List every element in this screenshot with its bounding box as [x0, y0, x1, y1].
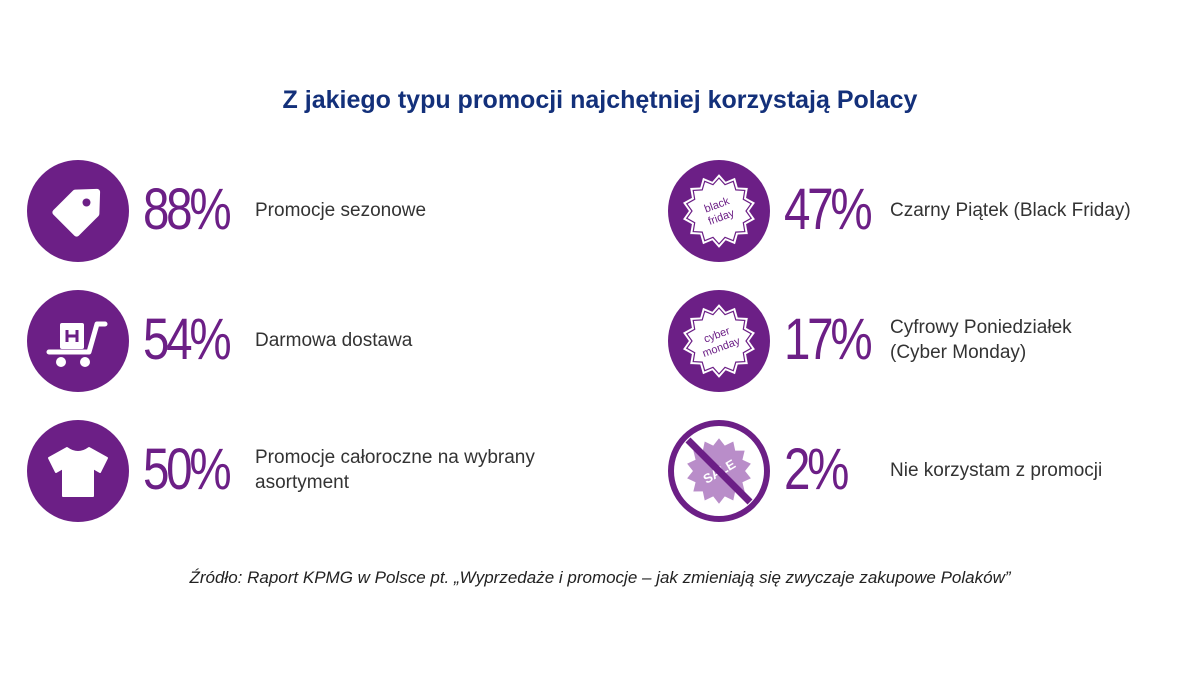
stat-item-free-delivery: 54% Darmowa dostawa — [27, 290, 587, 394]
stat-value: 50% — [143, 437, 232, 502]
black-friday-badge-icon: black friday — [668, 160, 770, 262]
stat-label: Czarny Piątek (Black Friday) — [890, 200, 1131, 221]
stat-item-seasonal: 88% Promocje sezonowe — [27, 160, 587, 264]
stat-value: 17% — [784, 307, 873, 372]
stat-label: Promocje całoroczne na wybrany asortymen… — [255, 447, 535, 493]
chart-title: Z jakiego typu promocji najchętniej korz… — [282, 86, 918, 114]
stat-item-cyber-monday: cyber monday 17% Cyfrowy Poniedziałek (C… — [668, 290, 1200, 394]
no-sale-icon: SALE — [668, 420, 770, 522]
stat-label: Promocje sezonowe — [255, 200, 427, 221]
t-shirt-icon — [27, 420, 129, 522]
stat-item-year-round: 50% Promocje całoroczne na wybrany asort… — [27, 420, 587, 524]
price-tag-icon — [27, 160, 129, 262]
stat-label: Nie korzystam z promocji — [890, 460, 1103, 481]
stat-label: Darmowa dostawa — [255, 330, 413, 351]
stat-value: 47% — [784, 177, 873, 242]
stat-value: 2% — [784, 437, 849, 502]
stat-item-no-promotions: SALE 2% Nie korzystam z promocji — [668, 420, 1200, 524]
source-note: Źródło: Raport KPMG w Polsce pt. „Wyprze… — [189, 568, 1011, 587]
stat-value: 54% — [143, 307, 232, 372]
stat-label: Cyfrowy Poniedziałek (Cyber Monday) — [890, 317, 1072, 363]
stat-value: 88% — [143, 177, 232, 242]
cyber-monday-badge-icon: cyber monday — [668, 290, 770, 392]
delivery-cart-icon — [27, 290, 129, 392]
stat-item-black-friday: black friday 47% Czarny Piątek (Black Fr… — [668, 160, 1200, 264]
